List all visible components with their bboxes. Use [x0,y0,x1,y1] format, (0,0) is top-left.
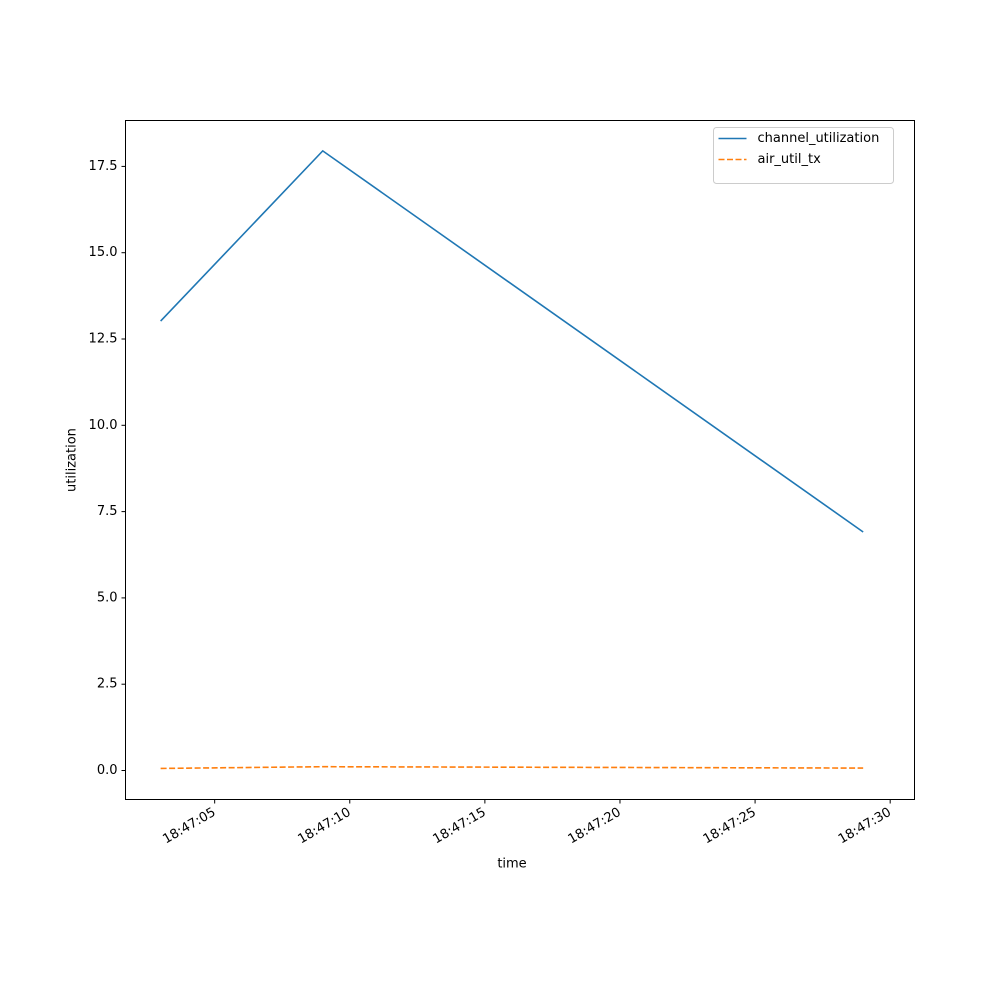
y-tick-label: 7.5 [97,504,118,519]
legend-label: air_util_tx [758,152,822,167]
x-tick-label: 18:47:10 [295,805,353,847]
x-tick-label: 18:47:15 [431,805,489,847]
x-tick-label: 18:47:30 [836,805,894,847]
y-tick-label: 10.0 [89,418,118,433]
x-tick-label: 18:47:25 [701,805,759,847]
y-tick-label: 17.5 [89,159,118,174]
y-tick-label: 5.0 [97,590,118,605]
y-axis-label: utilization [65,428,80,492]
x-axis-label: time [497,857,526,872]
plot-frame [125,120,915,800]
x-tick-label: 18:47:20 [566,805,624,847]
y-tick-label: 0.0 [97,763,118,778]
series-line [160,149,864,533]
legend-box [713,127,894,184]
y-tick-label: 12.5 [89,332,118,347]
y-tick-label: 2.5 [97,677,118,692]
y-tick-label: 15.0 [89,245,118,260]
x-tick-label: 18:47:05 [160,805,218,847]
legend-label: channel_utilization [758,131,880,146]
series-line [160,765,864,770]
